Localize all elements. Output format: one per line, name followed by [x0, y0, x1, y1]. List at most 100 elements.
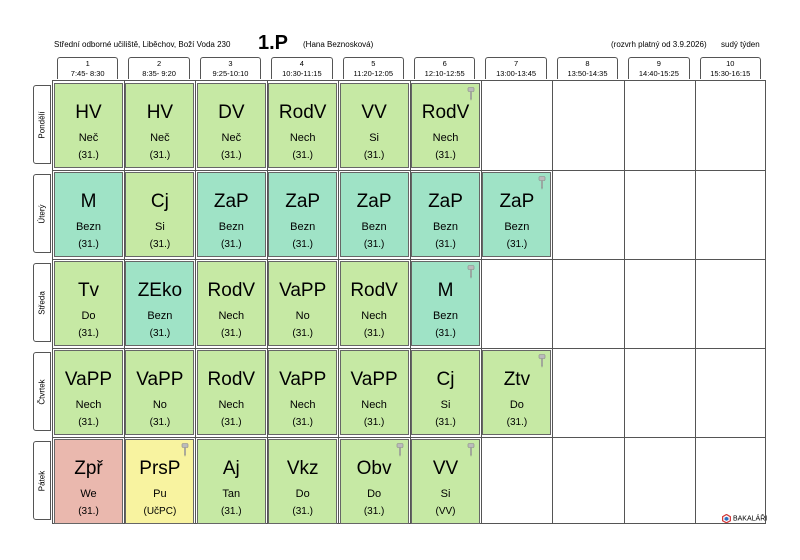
lesson-teacher: Do	[81, 310, 96, 322]
period-time: 12:10-12:55	[424, 69, 465, 78]
bakalari-logo-text: BAKALÁŘI	[732, 515, 768, 523]
lesson-cell[interactable]: ZaP Bezn (31.)	[482, 172, 552, 257]
lesson-cell[interactable]: Zpř We (31.)	[54, 439, 123, 524]
lesson-cell[interactable]: Vkz Do (31.)	[268, 439, 338, 524]
lesson-cell[interactable]: RodV Nech (31.)	[268, 83, 338, 168]
lesson-subject: ZaP	[285, 191, 321, 212]
lesson-subject: Cj	[436, 369, 455, 390]
lesson-cell[interactable]: Obv Do (31.)	[339, 439, 409, 524]
lesson-cell[interactable]: PrsP Pu (UčPC)	[125, 439, 195, 524]
lesson-cell[interactable]: VaPP Nech (31.)	[54, 350, 123, 435]
lesson-cell[interactable]: ZaP Bezn (31.)	[339, 172, 409, 257]
lesson-room: (31.)	[292, 328, 313, 339]
lesson-cell[interactable]: ZEko Bezn (31.)	[125, 261, 195, 346]
lesson-cell[interactable]: RodV Nech (31.)	[196, 261, 266, 346]
lesson-cell[interactable]: ZaP Bezn (31.)	[411, 172, 480, 257]
lesson-teacher: Nech	[432, 132, 459, 144]
lesson-teacher: Si	[369, 132, 379, 144]
day-name: Středa	[37, 290, 47, 315]
grid-column-divider	[623, 81, 625, 523]
lesson-cell[interactable]: VV Si (VV)	[411, 439, 480, 524]
lesson-cell[interactable]: RodV Nech (31.)	[339, 261, 409, 346]
lesson-teacher: Neč	[150, 132, 170, 144]
lesson-room: (31.)	[363, 328, 385, 339]
lesson-cell[interactable]: VaPP No (31.)	[125, 350, 195, 435]
day-name: Pátek	[37, 470, 47, 491]
period-number: 9	[656, 59, 661, 68]
lesson-cell[interactable]: Aj Tan (31.)	[196, 439, 266, 524]
lesson-room: (31.)	[435, 417, 456, 428]
lesson-cell[interactable]: Cj Si (31.)	[411, 350, 480, 435]
period-number: 2	[157, 59, 162, 68]
day-label-1: Pondělí	[33, 85, 51, 164]
lesson-teacher: Nech	[361, 310, 387, 322]
lesson-cell[interactable]: VaPP No (31.)	[268, 261, 338, 346]
lesson-cell[interactable]: ZaP Bezn (31.)	[268, 172, 338, 257]
lesson-subject: HV	[146, 102, 174, 123]
lesson-subject: ZEko	[137, 280, 183, 301]
period-header-10: 10 15:30-16:15	[699, 57, 761, 79]
period-time: 15:30-16:15	[710, 69, 751, 78]
lesson-teacher: Do	[295, 488, 310, 500]
lesson-room: (31.)	[506, 417, 528, 428]
lesson-cell[interactable]: VaPP Nech (31.)	[268, 350, 338, 435]
lesson-cell[interactable]: Cj Si (31.)	[125, 172, 195, 257]
pin-icon	[396, 443, 404, 457]
pin-icon	[538, 354, 546, 368]
lesson-cell[interactable]: RodV Nech (31.)	[196, 350, 266, 435]
lesson-room: (31.)	[221, 239, 242, 250]
lesson-room: (31.)	[506, 239, 528, 250]
period-time: 8:35- 9:20	[142, 69, 176, 78]
lesson-teacher: Neč	[221, 132, 242, 144]
lesson-subject: RodV	[278, 102, 327, 123]
period-header-1: 1 7:45- 8:30	[57, 57, 119, 79]
lesson-subject: Ztv	[503, 369, 531, 390]
pin-icon	[181, 443, 189, 457]
lesson-room: (31.)	[78, 239, 99, 250]
grid-row-divider	[53, 436, 765, 438]
lesson-cell[interactable]: Tv Do (31.)	[54, 261, 123, 346]
lesson-teacher: Bezn	[432, 310, 459, 322]
lesson-teacher: Si	[155, 221, 165, 233]
lesson-subject: Cj	[150, 191, 169, 212]
lesson-cell[interactable]: RodV Nech (31.)	[411, 83, 480, 168]
lesson-subject: RodV	[421, 102, 470, 123]
valid-from: (rozvrh platný od 3.9.2026)	[611, 40, 707, 49]
day-name: Čtvrtek	[37, 378, 47, 405]
lesson-subject: Vkz	[286, 458, 319, 479]
bakalari-logo-icon	[721, 513, 732, 524]
lesson-room: (31.)	[363, 150, 385, 161]
lesson-teacher: Bezn	[361, 221, 387, 233]
school-name: Střední odborné učiliště, Liběchov, Boží…	[54, 40, 231, 49]
grid-column-divider	[266, 81, 268, 523]
lesson-subject: ZaP	[499, 191, 535, 212]
lesson-subject: RodV	[350, 280, 398, 301]
lesson-teacher: Si	[440, 399, 451, 411]
class-teacher: (Hana Beznosková)	[303, 40, 374, 49]
lesson-subject: RodV	[207, 280, 256, 301]
lesson-subject: Aj	[222, 458, 240, 479]
lesson-teacher: Nech	[218, 310, 245, 322]
lesson-teacher: Nech	[218, 399, 245, 411]
lesson-cell[interactable]: ZaP Bezn (31.)	[196, 172, 266, 257]
lesson-cell[interactable]: M Bezn (31.)	[54, 172, 123, 257]
lesson-cell[interactable]: VaPP Nech (31.)	[339, 350, 409, 435]
period-time: 7:45- 8:30	[70, 69, 105, 78]
lesson-room: (31.)	[149, 328, 171, 339]
grid-column-divider	[338, 81, 340, 523]
lesson-cell[interactable]: VV Si (31.)	[339, 83, 409, 168]
lesson-cell[interactable]: Ztv Do (31.)	[482, 350, 552, 435]
day-label-3: Středa	[33, 263, 51, 342]
lesson-room: (UčPC)	[143, 506, 177, 517]
lesson-cell[interactable]: DV Neč (31.)	[196, 83, 266, 168]
lesson-teacher: Nech	[289, 132, 316, 144]
lesson-cell[interactable]: M Bezn (31.)	[411, 261, 480, 346]
grid-row-divider	[53, 169, 765, 171]
lesson-cell[interactable]: HV Neč (31.)	[125, 83, 195, 168]
lesson-subject: VaPP	[64, 369, 113, 390]
period-number: 10	[726, 59, 735, 68]
lesson-teacher: Nech	[289, 399, 316, 411]
lesson-teacher: No	[152, 399, 167, 411]
lesson-cell[interactable]: HV Neč (31.)	[54, 83, 123, 168]
period-number: 4	[299, 59, 304, 68]
